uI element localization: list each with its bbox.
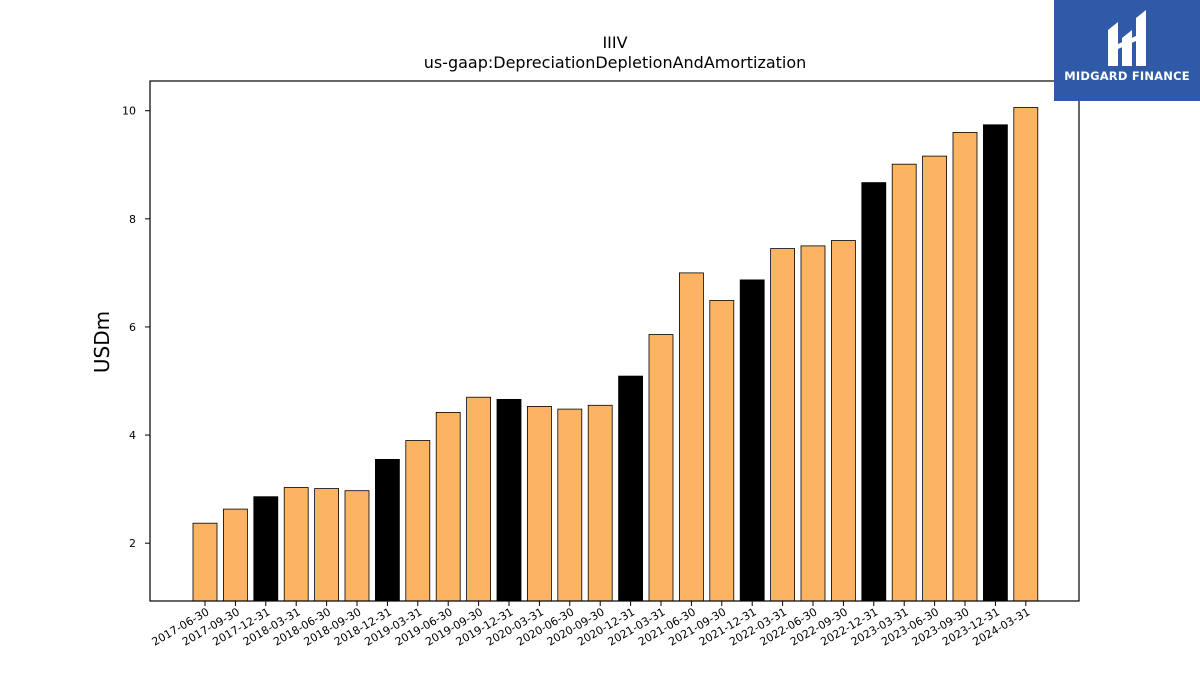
- logo-text: MIDGARD FINANCE: [1064, 69, 1190, 83]
- bar-2023-06-30: [922, 155, 947, 602]
- bar-2021-12-31: [739, 279, 765, 602]
- plot-frame: [149, 80, 1080, 602]
- bar-2019-09-30: [466, 396, 492, 602]
- bar-2018-06-30: [314, 488, 340, 602]
- bar-2022-03-31: [770, 248, 795, 602]
- bar-2019-03-31: [405, 440, 431, 602]
- chart-subtitle: us-gaap:DepreciationDepletionAndAmortiza…: [424, 53, 807, 72]
- bar-2022-06-30: [800, 245, 826, 602]
- bar-2020-06-30: [557, 408, 583, 602]
- y-tick-label: 2: [129, 537, 136, 550]
- midgard-finance-logo: MIDGARD FINANCE: [1054, 0, 1200, 101]
- bar-2018-03-31: [283, 487, 309, 602]
- bar-2021-06-30: [679, 272, 704, 602]
- bar-2023-12-31: [983, 124, 1008, 602]
- bar-2023-03-31: [891, 163, 917, 602]
- y-axis-label: USDm: [90, 311, 114, 373]
- y-tick-label: 4: [129, 429, 136, 442]
- bar-2023-09-30: [952, 131, 978, 602]
- bar-2024-03-31: [1013, 107, 1039, 602]
- midgard-logo-icon: [1108, 10, 1146, 66]
- x-axis-ticks: 2017-06-302017-09-302017-12-312018-03-31…: [150, 601, 1032, 649]
- bar-2017-09-30: [222, 508, 248, 602]
- bar-2020-12-31: [618, 375, 643, 602]
- y-tick-label: 8: [129, 213, 136, 226]
- y-axis-ticks: 2 4 6 8 10: [122, 105, 150, 550]
- bar-2019-06-30: [435, 411, 461, 602]
- bar-2017-06-30: [192, 522, 218, 602]
- bar-2022-12-31: [861, 182, 887, 602]
- bar-2018-12-31: [374, 458, 400, 602]
- chart-title: IIIV: [602, 33, 627, 52]
- bars: [192, 107, 1039, 602]
- bar-2018-09-30: [344, 490, 370, 602]
- bar-2022-09-30: [831, 240, 856, 602]
- bar-2017-12-31: [253, 496, 279, 602]
- bar-2020-03-31: [527, 405, 552, 602]
- bar-2021-09-30: [709, 300, 735, 602]
- bar-2020-09-30: [587, 404, 613, 602]
- y-tick-label: 10: [122, 105, 136, 118]
- bar-2019-12-31: [496, 398, 522, 602]
- y-tick-label: 6: [129, 321, 136, 334]
- bar-2021-03-31: [648, 334, 674, 602]
